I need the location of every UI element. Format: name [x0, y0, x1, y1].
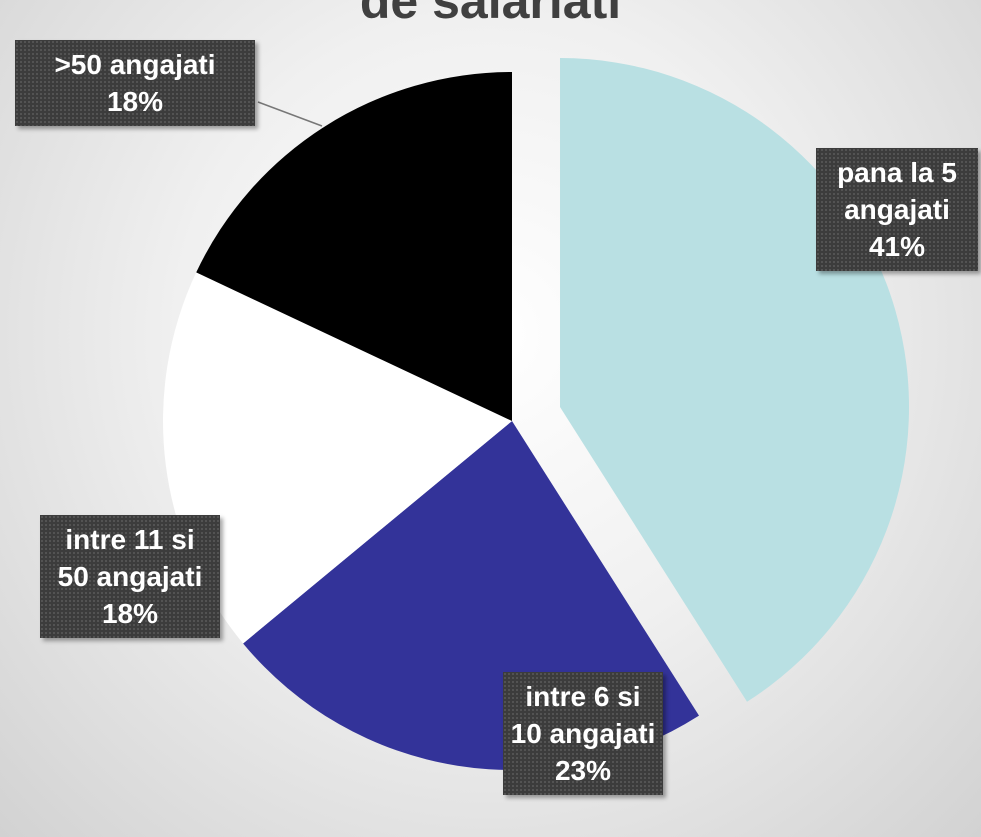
label-value: 18%: [101, 598, 159, 629]
label-category: intre 11 si 50 angajati: [57, 524, 203, 592]
leader-line: [257, 101, 323, 127]
label-value: 41%: [868, 231, 926, 262]
pie-slice: [196, 72, 512, 421]
data-label: intre 11 si 50 angajati 18%: [40, 515, 220, 638]
data-label: >50 angajati 18%: [15, 40, 255, 126]
data-label: intre 6 si 10 angajati 23%: [503, 672, 663, 795]
label-value: 23%: [554, 755, 612, 786]
pie-slice: [163, 272, 513, 644]
label-category: pana la 5 angajati: [837, 157, 957, 225]
label-category: intre 6 si 10 angajati: [510, 681, 656, 749]
label-value: 18%: [106, 86, 164, 117]
data-label: pana la 5 angajati 41%: [816, 148, 978, 271]
chart-title: de salariati: [359, 0, 622, 29]
label-category: >50 angajati: [54, 49, 216, 80]
